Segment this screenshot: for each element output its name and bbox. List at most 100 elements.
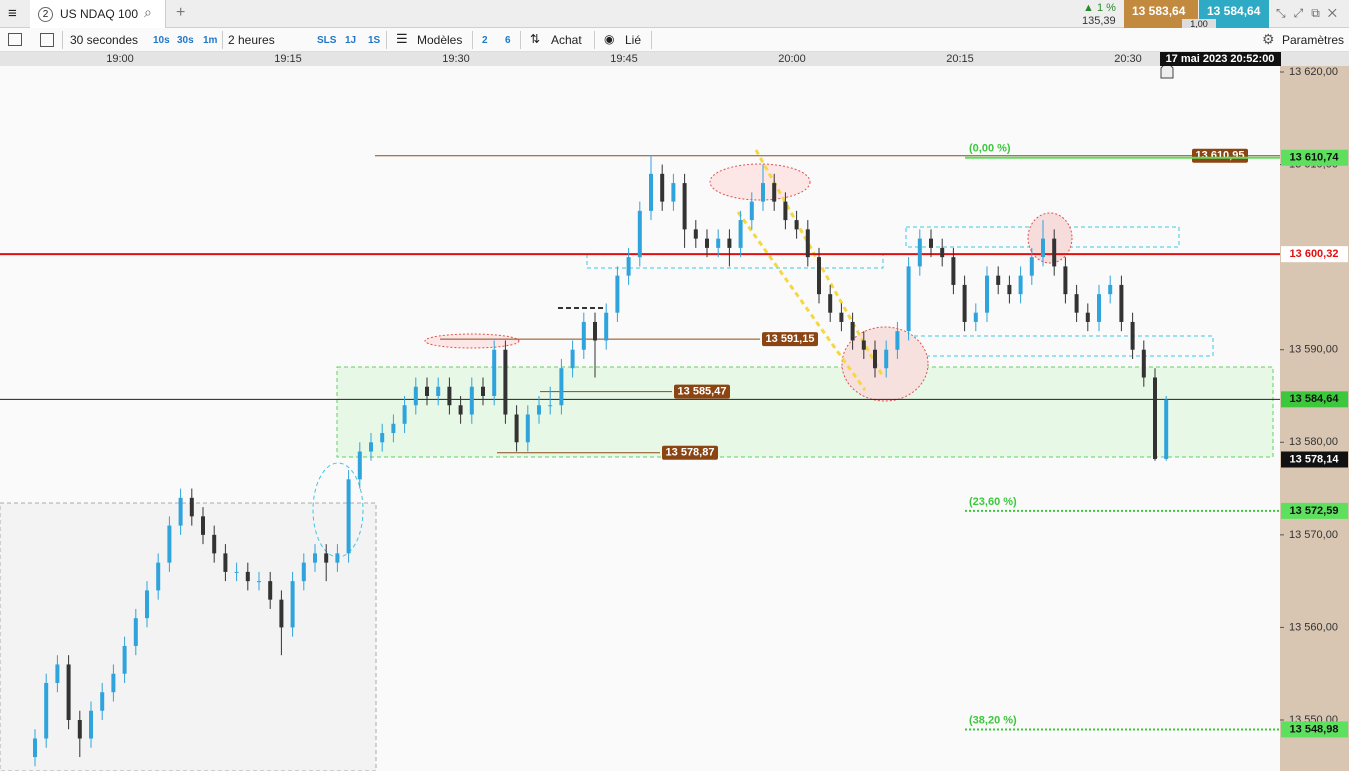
count[interactable]: 6 [505, 35, 511, 46]
candle-body [1130, 321, 1135, 350]
candle-body [223, 553, 228, 572]
axis-tag-bg [1281, 246, 1348, 263]
time-label: 19:00 [106, 53, 134, 65]
candle-body [615, 275, 620, 313]
axis-tag-bg [1281, 451, 1348, 468]
period[interactable]: 30 secondes [70, 33, 139, 47]
candle-body [212, 534, 217, 554]
level-tag: 13 610,95 [1196, 150, 1245, 162]
separator [386, 31, 387, 49]
order-icon[interactable]: ⇅ [530, 32, 541, 46]
fib-label: (23,60 %) [969, 496, 1017, 508]
candle-body [850, 321, 855, 341]
range-option[interactable]: 1S [368, 35, 381, 46]
candle-body [425, 386, 429, 396]
candle-body [929, 238, 933, 248]
candle-body [537, 405, 541, 415]
axis-tag: 13 584,64 [1290, 393, 1340, 405]
time-axis-bg [0, 52, 1349, 66]
candle-body [581, 321, 586, 350]
settings[interactable]: Paramètres [1282, 33, 1345, 47]
candle-body [167, 525, 172, 563]
candle-body [447, 386, 452, 406]
templates[interactable]: Modèles [417, 33, 463, 47]
link[interactable]: Lié [625, 33, 642, 47]
candle-body [111, 673, 116, 693]
candle-body [525, 414, 530, 443]
candle-body [559, 368, 564, 406]
level-tag: 13 585,47 [678, 386, 727, 398]
candle-body [369, 442, 373, 452]
ellipse [709, 163, 811, 201]
candle-body [593, 321, 597, 341]
period-option[interactable]: 10s [153, 35, 170, 46]
candle-body [1029, 257, 1034, 276]
candle-body [402, 405, 407, 424]
range-option[interactable]: 1J [345, 35, 357, 46]
candle-body [436, 386, 441, 396]
candle-body [301, 562, 306, 582]
candle-body [604, 312, 609, 341]
candle-body [178, 497, 183, 526]
price-tick-label: 13 620,00 [1289, 66, 1338, 78]
candle-body [1074, 294, 1079, 313]
ellipse [424, 333, 520, 349]
range[interactable]: 2 heures [228, 33, 275, 47]
candle-body [503, 349, 508, 415]
link-icon[interactable]: ◉ [604, 32, 615, 46]
time-label: 20:00 [778, 53, 806, 65]
separator [594, 31, 595, 49]
layout-icon[interactable] [40, 33, 54, 47]
candle-body [839, 312, 844, 322]
zone-box [336, 366, 1274, 458]
candle-body [77, 720, 82, 739]
menu-icon[interactable]: ≡ [8, 5, 17, 22]
period-option[interactable]: 30s [177, 35, 194, 46]
top-bar: ≡ 2 US NDAQ 100 ⌕ + ▲ 1 % 135,39 13 583,… [0, 0, 1349, 29]
search-icon[interactable]: ⌕ [144, 4, 152, 20]
candle-body [1018, 275, 1023, 295]
candle-body [1153, 377, 1157, 459]
fib-label: (0,00 %) [969, 143, 1011, 155]
price-tick-label: 13 570,00 [1289, 529, 1338, 541]
candle-body [671, 183, 676, 202]
separator [651, 31, 652, 49]
settings-icon[interactable]: ⚙ [1262, 31, 1275, 47]
axis-tag-bg [1281, 391, 1348, 408]
candle-body [705, 238, 709, 248]
period-option[interactable]: 1m [203, 35, 218, 46]
candle-body [693, 229, 698, 239]
candle-body [940, 247, 945, 258]
candle-body [783, 201, 788, 221]
candle-body [548, 405, 553, 407]
separator [222, 31, 223, 49]
candle-body [514, 414, 519, 443]
count[interactable]: 2 [482, 35, 488, 46]
axis-tag: 13 610,74 [1290, 152, 1340, 164]
candle-body [716, 238, 721, 248]
candle-body [391, 423, 396, 434]
candle-body [1041, 238, 1045, 258]
candle-body [33, 738, 37, 758]
bid: 13 583,64 [1132, 4, 1186, 18]
window-icons[interactable]: ⤡⤢⧉✕ [1276, 6, 1345, 20]
order[interactable]: Achat [551, 33, 582, 47]
candle-body [817, 257, 821, 295]
candle-body [268, 581, 273, 600]
candle-body [772, 183, 777, 202]
level-tag-bg [674, 384, 730, 399]
time-label: 20:15 [946, 53, 974, 65]
candle-body [738, 220, 743, 248]
templates-icon[interactable]: ☰ [396, 31, 408, 46]
candle-body [324, 553, 329, 563]
panel-icon[interactable] [8, 33, 22, 46]
axis-tag-bg [1281, 149, 1348, 166]
candle-body [245, 571, 250, 582]
candle-body [44, 682, 49, 739]
range-option[interactable]: SLS [317, 35, 337, 46]
add-tab[interactable]: + [176, 4, 186, 21]
axis-tag-bg [1281, 502, 1348, 519]
candle-body [335, 553, 340, 563]
candle-body [637, 210, 642, 258]
